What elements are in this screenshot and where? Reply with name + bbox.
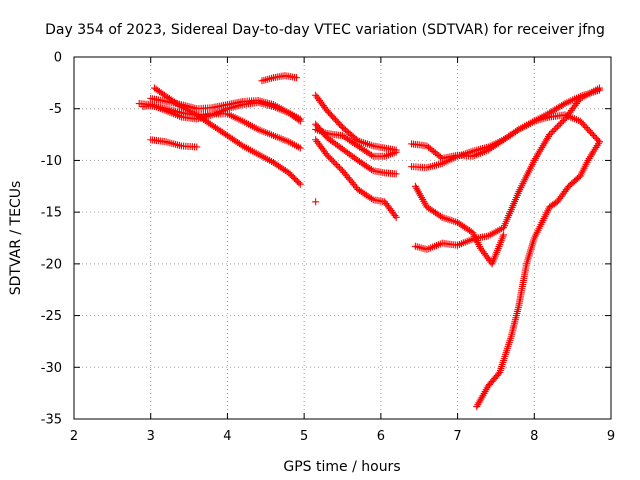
y-tick-label: -10 [41, 154, 62, 169]
data-point-marker [335, 164, 343, 172]
data-point-marker [513, 127, 521, 135]
data-point-marker [367, 151, 375, 159]
data-point-marker [595, 84, 603, 92]
series-arc-16 [473, 138, 603, 411]
data-point-marker [588, 130, 596, 138]
x-tick-label: 9 [607, 429, 615, 444]
series-arc-10 [312, 136, 400, 221]
data-point-marker [590, 131, 598, 139]
data-point-marker [296, 117, 304, 125]
data-point-marker [584, 125, 592, 133]
y-tick-label: -5 [49, 102, 62, 117]
data-point-marker [367, 195, 375, 203]
data-point-marker [329, 157, 337, 165]
x-tick-label: 5 [300, 429, 308, 444]
series-arc-14 [411, 182, 508, 268]
data-point-marker [555, 121, 563, 129]
x-axis-label: GPS time / hours [283, 459, 400, 475]
data-point-marker [500, 231, 508, 239]
data-point-marker [237, 141, 245, 149]
data-point-marker [578, 119, 586, 127]
data-point-marker [494, 370, 502, 378]
data-point-marker [296, 144, 304, 152]
data-point-marker [295, 179, 303, 187]
data-point-marker [591, 133, 599, 141]
series-arc-15 [411, 84, 603, 253]
series-arc-09 [312, 120, 400, 178]
series-arc-01 [135, 99, 304, 123]
data-point-marker [552, 124, 560, 132]
grid-layer [74, 57, 611, 419]
data-point-marker [579, 120, 587, 128]
data-point-marker [312, 198, 320, 206]
series-arc-06 [258, 72, 300, 85]
x-tick-label: 2 [70, 429, 78, 444]
data-point-marker [553, 123, 561, 131]
data-point-marker [392, 170, 400, 178]
data-point-marker [576, 117, 584, 125]
x-tick-label: 7 [453, 429, 461, 444]
y-tick-label: -30 [41, 361, 62, 376]
data-point-marker [334, 162, 342, 170]
y-axis-label: SDTVAR / TECUs [8, 181, 24, 296]
data-point-marker [325, 153, 333, 161]
data-point-marker [437, 153, 445, 161]
data-point-marker [326, 154, 334, 162]
x-tick-label: 8 [530, 429, 538, 444]
data-point-marker [558, 118, 566, 126]
data-point-marker [585, 127, 593, 135]
data-point-marker [595, 138, 603, 146]
x-tick-label: 4 [223, 429, 231, 444]
series-arc-11 [312, 198, 320, 206]
chart-title: Day 354 of 2023, Sidereal Day-to-day VTE… [45, 22, 605, 38]
marks-layer [135, 72, 603, 411]
data-point-marker [549, 127, 557, 135]
data-point-marker [593, 135, 601, 143]
data-point-marker [331, 159, 339, 167]
y-tick-label: -15 [41, 206, 62, 221]
data-point-marker [391, 212, 399, 220]
y-tick-label: -25 [41, 309, 62, 324]
data-point-marker [546, 131, 554, 139]
series-arc-04 [147, 136, 201, 151]
data-point-marker [547, 129, 555, 137]
x-tick-label: 6 [377, 429, 385, 444]
data-point-marker [582, 123, 590, 131]
axis-layer: 2 3 4 5 6 7 8 9 0 -5 -10 -15 -20 -25 -30 -35 [41, 51, 615, 445]
data-point-marker [581, 122, 589, 130]
x-tick-label: 3 [147, 429, 155, 444]
y-tick-label: -35 [41, 413, 62, 428]
data-point-marker [332, 161, 340, 169]
data-point-marker [559, 101, 567, 109]
data-point-marker [295, 116, 303, 124]
data-point-marker [437, 212, 445, 220]
data-point-marker [296, 180, 304, 188]
y-tick-label: 0 [54, 51, 62, 66]
series-arc-05 [147, 94, 304, 125]
data-point-marker [392, 148, 400, 156]
data-point-marker [323, 151, 331, 159]
plot-frame [73, 56, 612, 420]
data-point-marker [550, 126, 558, 134]
data-point-marker [337, 165, 345, 173]
data-point-marker [292, 74, 300, 82]
y-tick-label: -20 [41, 257, 62, 272]
data-point-marker [556, 120, 564, 128]
data-point-marker [392, 213, 400, 221]
series-arc-13 [408, 86, 603, 162]
data-point-marker [193, 143, 201, 151]
data-point-marker [328, 156, 336, 164]
data-point-marker [587, 128, 595, 136]
data-point-marker [367, 166, 375, 174]
